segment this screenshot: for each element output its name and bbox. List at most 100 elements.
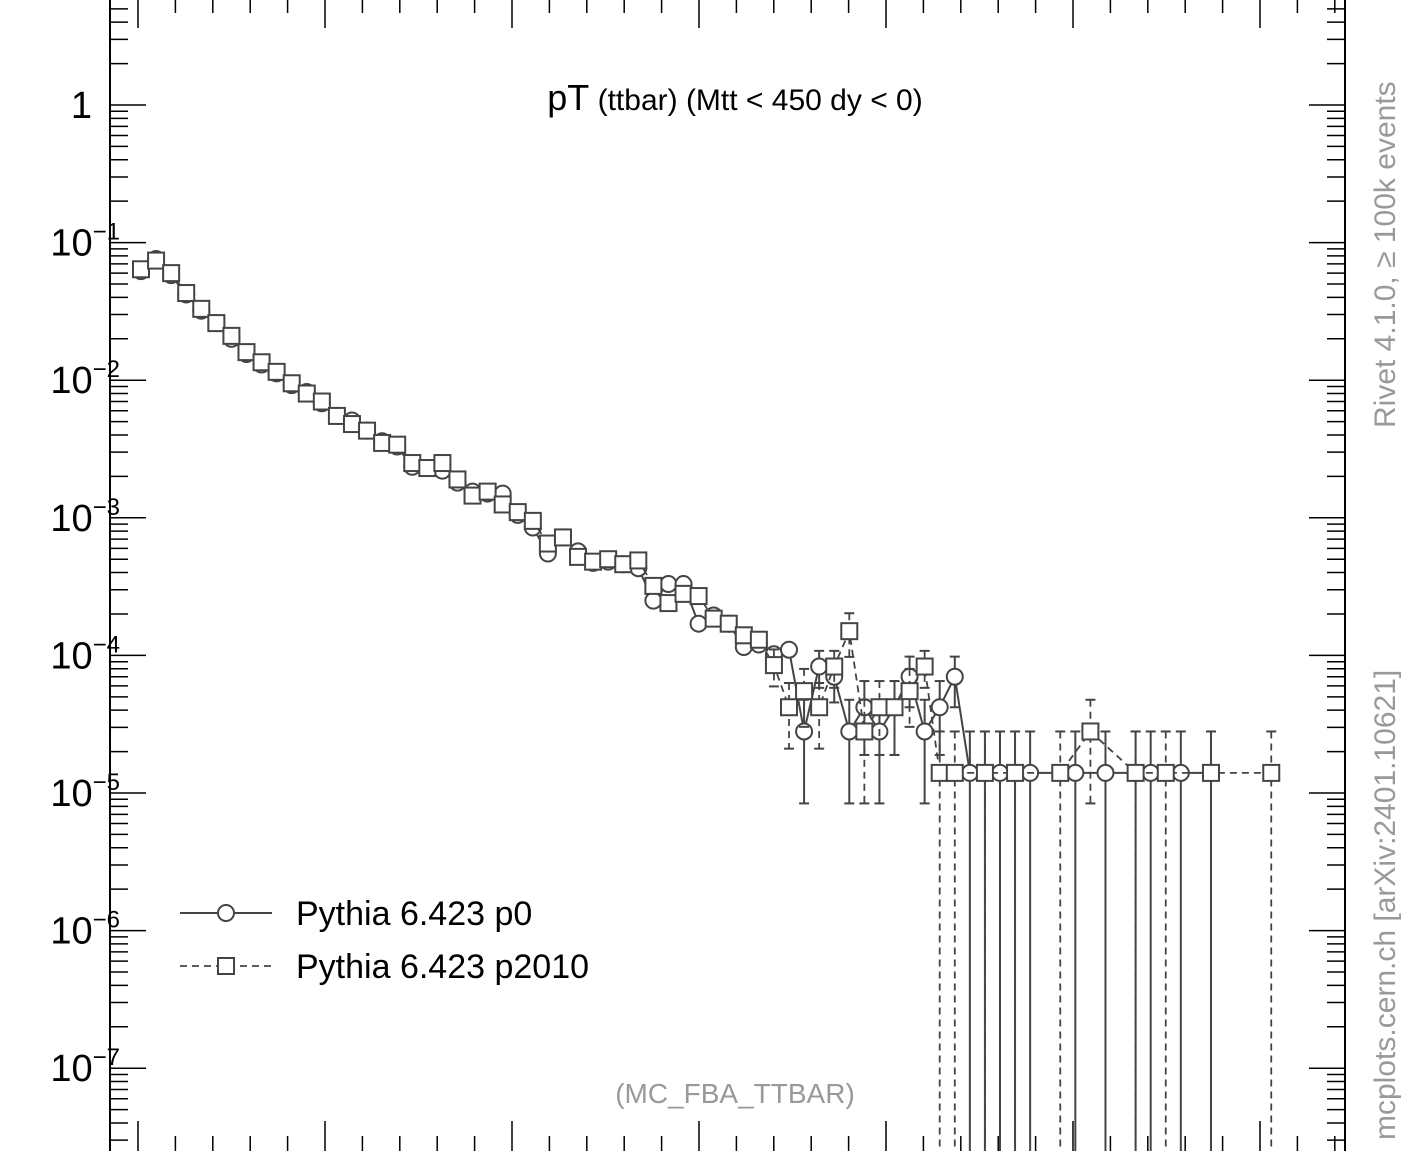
data-point-square	[222, 326, 241, 345]
data-point-square	[433, 454, 452, 473]
series-line	[140, 259, 1272, 774]
data-point-square	[599, 550, 618, 569]
data-point-circle	[945, 667, 964, 686]
data-point-square	[644, 576, 663, 595]
data-point-square	[569, 547, 588, 566]
data-point-square	[418, 459, 437, 478]
data-point-square	[267, 362, 286, 381]
data-point-square	[1006, 763, 1025, 782]
data-point-square	[177, 284, 196, 303]
data-point-circle	[780, 640, 799, 659]
data-point-square	[312, 392, 331, 411]
data-point-square	[508, 503, 527, 522]
data-point-square	[719, 614, 738, 633]
data-point-square	[870, 698, 889, 717]
data-point-circle	[840, 722, 859, 741]
data-point-circle	[810, 657, 829, 676]
data-point-square	[1262, 763, 1281, 782]
chart-title: pT (ttbar) (Mtt < 450 dy < 0)	[547, 77, 922, 118]
series-2	[132, 251, 1281, 1151]
data-point-square	[327, 406, 346, 425]
data-point-square	[478, 482, 497, 501]
y-tick-label: 10−3	[50, 494, 120, 540]
y-tick-label: 1	[71, 85, 92, 127]
side-label-top: Rivet 4.1.0, ≥ 100k events	[1369, 81, 1402, 428]
data-point-square	[689, 587, 708, 606]
legend-label-series-2: Pythia 6.423 p2010	[296, 948, 589, 986]
data-point-square	[493, 495, 512, 514]
data-point-circle	[1066, 763, 1085, 782]
chart-title-main: pT	[547, 77, 589, 118]
data-point-square	[614, 555, 633, 574]
data-point-square	[463, 486, 482, 505]
data-point-circle	[659, 575, 678, 594]
data-point-square	[207, 314, 226, 333]
plot-frame	[109, 0, 1346, 1151]
data-point-square	[237, 343, 256, 362]
data-point-square	[734, 626, 753, 645]
y-tick-label: 10−1	[50, 219, 120, 265]
data-point-square	[930, 763, 949, 782]
data-point-square	[342, 415, 361, 434]
data-point-square	[945, 763, 964, 782]
data-point-square	[553, 528, 572, 547]
side-label-bottom: mcplots.cern.ch [arXiv:2401.10621]	[1369, 670, 1402, 1140]
data-point-square	[162, 264, 181, 283]
y-tick-label: 10−4	[50, 631, 120, 677]
data-point-square	[358, 421, 377, 440]
legend-label-series-1: Pythia 6.423 p0	[296, 895, 532, 933]
data-point-square	[764, 656, 783, 675]
y-tick-label: 10−7	[50, 1044, 120, 1090]
y-tick-label: 10−2	[50, 356, 120, 402]
series-layer	[132, 250, 1281, 1151]
axis-ticks	[110, 0, 1345, 1151]
data-point-square	[147, 251, 166, 270]
data-point-square	[538, 534, 557, 553]
y-tick-label: 10−5	[50, 769, 120, 815]
data-point-square	[825, 657, 844, 676]
data-point-square	[1126, 763, 1145, 782]
chart-title-rest: (ttbar) (Mtt < 450 dy < 0)	[589, 84, 922, 117]
data-point-square	[1081, 722, 1100, 741]
data-point-square	[810, 698, 829, 717]
data-point-square	[840, 622, 859, 641]
data-point-square	[885, 698, 904, 717]
data-point-square	[1051, 763, 1070, 782]
analysis-label: (MC_FBA_TTBAR)	[615, 1078, 855, 1109]
data-point-square	[132, 260, 150, 279]
data-point-square	[584, 552, 603, 571]
legend-circle-marker-icon	[217, 904, 235, 922]
data-point-circle	[930, 698, 949, 717]
data-point-square	[749, 630, 768, 649]
data-point-circle	[689, 614, 708, 633]
data-point-square	[192, 299, 211, 318]
data-point-square	[388, 435, 407, 454]
data-point-circle	[1096, 763, 1115, 782]
series-line	[140, 257, 1211, 774]
data-point-square	[252, 353, 271, 372]
data-point-square	[297, 384, 316, 403]
y-tick-labels: 1 10−1 10−2 10−3 10−4 10−5 10−6 10−7	[50, 85, 120, 1090]
data-point-square	[1201, 763, 1220, 782]
data-point-square	[975, 763, 994, 782]
data-point-square	[403, 454, 422, 473]
data-point-square	[674, 584, 693, 603]
data-point-square	[780, 698, 799, 717]
legend-square-marker-icon	[217, 957, 235, 975]
legend: Pythia 6.423 p0 Pythia 6.423 p2010	[180, 895, 589, 986]
data-point-square	[523, 511, 542, 530]
data-point-square	[282, 374, 301, 393]
data-point-square	[900, 682, 919, 701]
data-point-square	[373, 433, 392, 452]
data-point-square	[795, 682, 814, 701]
data-point-square	[1156, 763, 1175, 782]
data-point-square	[659, 594, 678, 613]
data-point-square	[448, 470, 467, 489]
data-point-square	[915, 657, 934, 676]
y-tick-label: 10−6	[50, 907, 120, 953]
data-point-square	[855, 722, 874, 741]
data-point-square	[629, 551, 648, 570]
data-point-circle	[915, 722, 934, 741]
data-point-square	[704, 609, 723, 628]
